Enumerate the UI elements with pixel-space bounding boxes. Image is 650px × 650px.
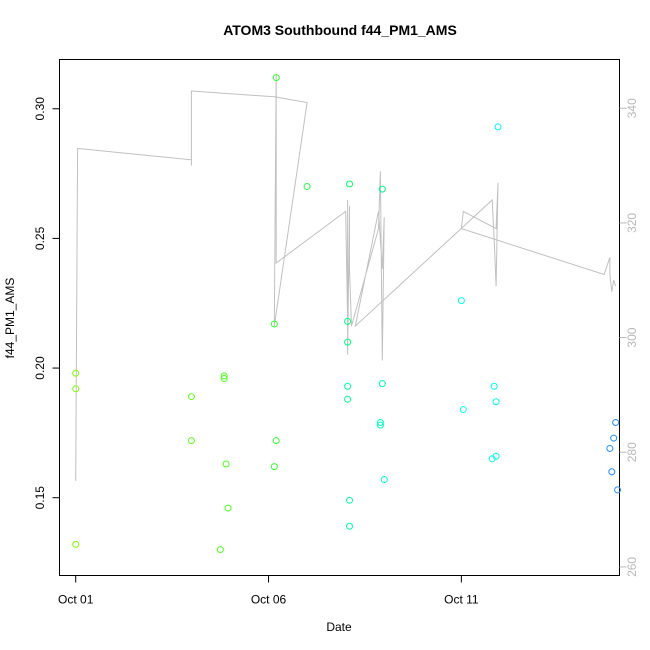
data-point bbox=[346, 180, 354, 188]
y2-tick-label: 280 bbox=[625, 442, 639, 462]
x-tick-label: Oct 01 bbox=[58, 593, 94, 607]
data-point bbox=[272, 74, 280, 82]
data-point bbox=[459, 406, 467, 414]
y-tick-label: 0.30 bbox=[33, 97, 47, 121]
data-point bbox=[72, 540, 80, 548]
data-point bbox=[606, 444, 614, 452]
data-point bbox=[344, 395, 352, 403]
y-axis-label: f44_PM1_AMS bbox=[3, 278, 17, 359]
data-point bbox=[608, 468, 616, 476]
x-tick-label: Oct 11 bbox=[444, 593, 479, 607]
data-point bbox=[187, 437, 195, 445]
x-tick-label: Oct 06 bbox=[251, 593, 287, 607]
series-line bbox=[75, 73, 617, 481]
data-point bbox=[346, 522, 354, 530]
data-point bbox=[614, 486, 622, 494]
data-point bbox=[270, 463, 278, 471]
y2-tick-label: 260 bbox=[625, 557, 639, 577]
data-point bbox=[224, 504, 232, 512]
chart-title: ATOM3 Southbound f44_PM1_AMS bbox=[223, 22, 457, 38]
data-point bbox=[346, 496, 354, 504]
y2-tick-label: 300 bbox=[625, 327, 639, 347]
y2-tick-label: 320 bbox=[625, 213, 639, 233]
point-layer bbox=[72, 74, 622, 554]
data-point bbox=[376, 421, 384, 429]
data-point bbox=[376, 419, 384, 427]
data-point bbox=[272, 437, 280, 445]
plot-frame bbox=[59, 59, 620, 576]
data-point bbox=[222, 460, 230, 468]
data-point bbox=[216, 546, 224, 554]
data-point bbox=[494, 123, 502, 131]
data-point bbox=[344, 338, 352, 346]
data-point bbox=[72, 385, 80, 393]
data-point bbox=[380, 476, 388, 484]
y-tick-label: 0.15 bbox=[33, 486, 47, 510]
data-point bbox=[72, 369, 80, 377]
x-axis-label: Date bbox=[326, 620, 352, 634]
data-point bbox=[220, 374, 228, 382]
data-point bbox=[457, 297, 465, 305]
y-tick-label: 0.20 bbox=[33, 356, 47, 380]
data-point bbox=[378, 380, 386, 388]
line-layer bbox=[75, 73, 617, 481]
data-point bbox=[492, 452, 500, 460]
data-point bbox=[220, 372, 228, 380]
y2-tick-label: 340 bbox=[625, 98, 639, 118]
data-point bbox=[612, 419, 620, 427]
data-point bbox=[344, 317, 352, 325]
data-point bbox=[344, 382, 352, 390]
data-point bbox=[270, 320, 278, 328]
axis-layer: Oct 01 Oct 06 Oct 11 0.15 0.20 0.25 0.30 260 280… bbox=[33, 97, 639, 607]
y-tick-label: 0.25 bbox=[33, 226, 47, 250]
data-point bbox=[610, 434, 618, 442]
data-point bbox=[303, 183, 311, 191]
data-point bbox=[492, 398, 500, 406]
data-point bbox=[490, 382, 498, 390]
data-point bbox=[378, 185, 386, 193]
data-point bbox=[187, 393, 195, 401]
